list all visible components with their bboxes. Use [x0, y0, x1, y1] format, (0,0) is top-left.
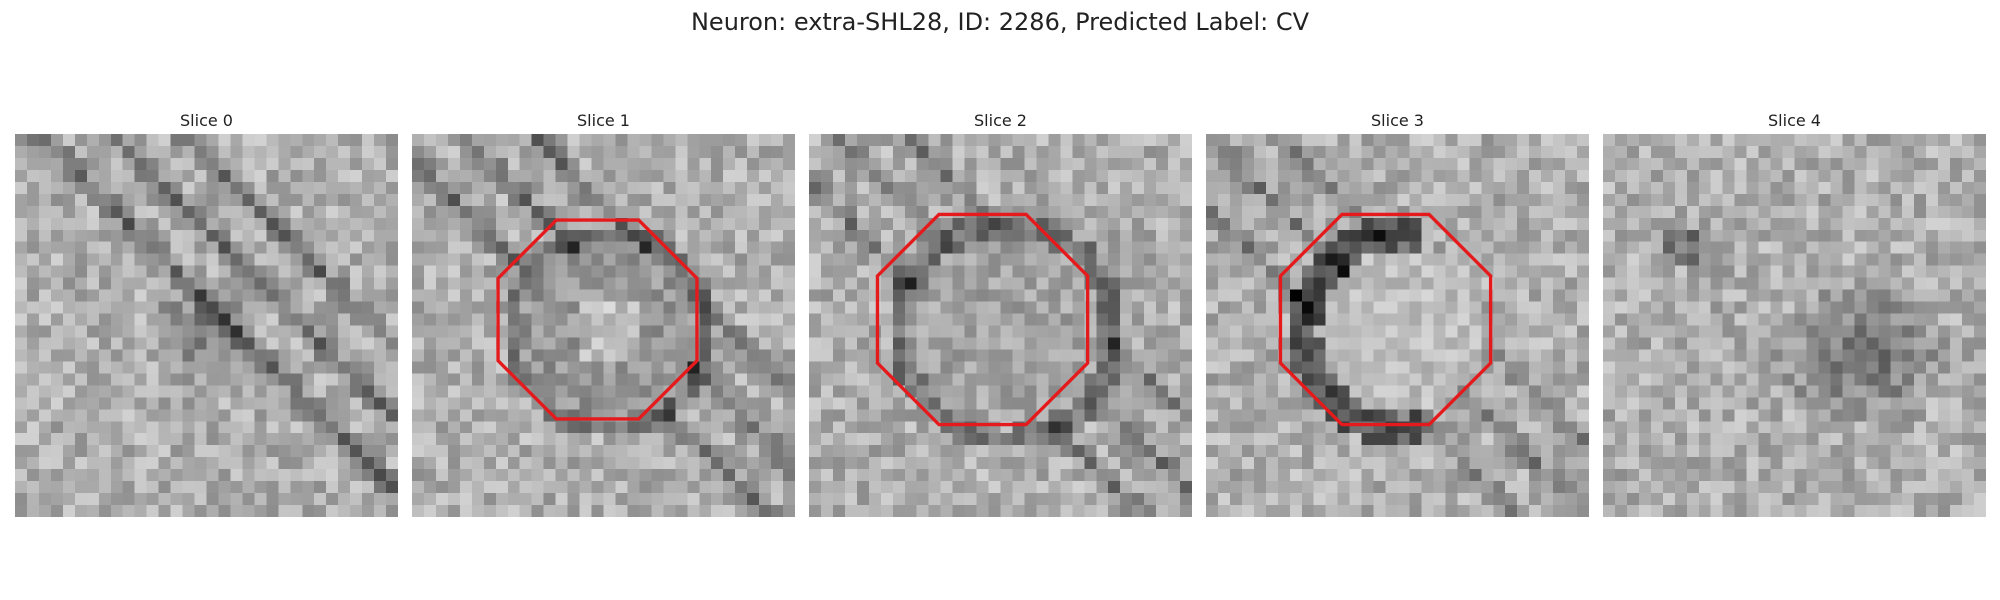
panel-title-slice-0: Slice 0 [180, 111, 233, 130]
panel-title-slice-1: Slice 1 [577, 111, 630, 130]
figure-title: Neuron: extra-SHL28, ID: 2286, Predicted… [690, 8, 1310, 36]
panel-title-slice-3: Slice 3 [1371, 111, 1424, 130]
slice-2-image [809, 134, 1192, 517]
slice-0-image [15, 134, 398, 517]
panel-title-slice-2: Slice 2 [974, 111, 1027, 130]
slice-4-image [1603, 134, 1986, 517]
panel-title-slice-4: Slice 4 [1768, 111, 1821, 130]
segmentation-contour [496, 218, 699, 421]
panel-slice-1: Slice 1 [412, 108, 795, 517]
segmentation-contour [875, 212, 1090, 427]
panel-slice-4: Slice 4 [1603, 108, 1986, 517]
slice-1-image [412, 134, 795, 517]
segmentation-contour [1278, 212, 1493, 427]
slice-3-image [1206, 134, 1589, 517]
panel-slice-3: Slice 3 [1206, 108, 1589, 517]
panel-slice-0: Slice 0 [15, 108, 398, 517]
panel-slice-2: Slice 2 [809, 108, 1192, 517]
